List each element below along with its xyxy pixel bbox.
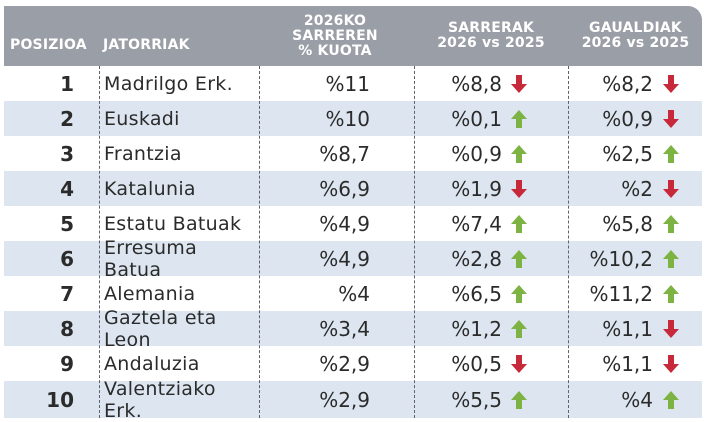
entries-change-cell: %2,8 — [451, 246, 502, 271]
arrow-down-icon — [507, 171, 531, 206]
arrow-down-icon — [659, 311, 683, 346]
quota-cell: %3,4 — [319, 316, 370, 341]
overnights-change-cell: %11,2 — [589, 281, 653, 306]
overnights-change-cell: %5,8 — [602, 211, 653, 236]
position-cell: 6 — [60, 246, 74, 271]
overnights-change-cell: %0,9 — [602, 106, 653, 131]
table-row: 2 Euskadi %10 %0,1 %0,9 — [4, 101, 702, 136]
overnights-change-cell: %2,5 — [602, 141, 653, 166]
overnights-change-cell: %1,1 — [602, 351, 653, 376]
origin-cell: Valentziako Erk. — [104, 377, 216, 422]
origin-cell: Madrilgo Erk. — [104, 72, 233, 95]
column-divider — [414, 66, 415, 418]
arrow-down-icon — [507, 66, 531, 101]
table-row: 1 Madrilgo Erk. %11 %8,8 %8,2 — [4, 66, 702, 101]
header-position: POSIZIOA — [10, 36, 87, 53]
table-row: 8 Gaztela eta Leon %3,4 %1,2 %1,1 — [4, 306, 702, 351]
position-cell: 7 — [60, 281, 74, 306]
overnights-change-cell: %8,2 — [602, 71, 653, 96]
entries-change-cell: %7,4 — [451, 211, 502, 236]
quota-cell: %4,9 — [319, 246, 370, 271]
position-cell: 9 — [60, 351, 74, 376]
table-row: 4 Katalunia %6,9 %1,9 %2 — [4, 171, 702, 206]
position-cell: 1 — [60, 71, 74, 96]
entries-change-cell: %0,5 — [451, 351, 502, 376]
quota-cell: %6,9 — [319, 176, 370, 201]
overnights-change-cell: %4 — [621, 387, 653, 412]
quota-cell: %11 — [325, 71, 370, 96]
entries-change-cell: %0,1 — [451, 106, 502, 131]
arrow-down-icon — [659, 346, 683, 381]
arrow-up-icon — [659, 276, 683, 311]
quota-cell: %2,9 — [319, 351, 370, 376]
arrow-up-icon — [507, 276, 531, 311]
header-quota: 2026KO SARREREN % KUOTA — [260, 6, 410, 66]
quota-cell: %8,7 — [319, 141, 370, 166]
position-cell: 3 — [60, 141, 74, 166]
origin-cell: Frantzia — [104, 142, 182, 165]
position-cell: 8 — [60, 316, 74, 341]
header-overnights-line2: 2026 vs 2025 — [581, 35, 690, 51]
quota-cell: %10 — [325, 106, 370, 131]
table-header: POSIZIOA JATORRIAK 2026KO SARREREN % KUO… — [4, 6, 702, 66]
arrow-up-icon — [507, 206, 531, 241]
overnights-change-cell: %2 — [621, 176, 653, 201]
arrow-down-icon — [507, 346, 531, 381]
column-divider — [99, 66, 100, 418]
arrow-up-icon — [659, 241, 683, 276]
entries-change-cell: %1,9 — [451, 176, 502, 201]
table-body: 1 Madrilgo Erk. %11 %8,8 %8,2 2 Euskadi %10 %0,1… — [4, 66, 702, 422]
arrow-up-icon — [659, 206, 683, 241]
origin-cell: Andaluzia — [104, 352, 200, 375]
overnights-change-cell: %1,1 — [602, 316, 653, 341]
position-cell: 2 — [60, 106, 74, 131]
position-cell: 5 — [60, 211, 74, 236]
quota-cell: %4,9 — [319, 211, 370, 236]
table-row: 3 Frantzia %8,7 %0,9 %2,5 — [4, 136, 702, 171]
origin-cell: Gaztela eta Leon — [104, 306, 217, 351]
table-row: 5 Estatu Batuak %4,9 %7,4 %5,8 — [4, 206, 702, 241]
header-overnights-line1: GAUALDIAK — [589, 20, 682, 36]
arrow-down-icon — [659, 66, 683, 101]
arrow-up-icon — [659, 381, 683, 418]
table-row: 10 Valentziako Erk. %2,9 %5,5 %4 — [4, 377, 702, 422]
overnights-change-cell: %10,2 — [589, 246, 653, 271]
ranking-table: POSIZIOA JATORRIAK 2026KO SARREREN % KUO… — [4, 6, 702, 422]
origin-cell: Estatu Batuak — [104, 212, 242, 235]
header-entries-line2: 2026 vs 2025 — [437, 35, 545, 51]
arrow-down-icon — [659, 101, 683, 136]
origin-cell: Alemania — [104, 282, 196, 305]
header-entries: SARRERAK 2026 vs 2025 — [415, 6, 567, 66]
arrow-up-icon — [507, 311, 531, 346]
entries-change-cell: %0,9 — [451, 141, 502, 166]
arrow-down-icon — [659, 171, 683, 206]
header-overnights: GAUALDIAK 2026 vs 2025 — [569, 6, 702, 66]
column-divider — [259, 66, 260, 418]
origin-cell: Erresuma Batua — [104, 236, 198, 281]
header-origin: JATORRIAK — [103, 36, 190, 53]
table-row: 9 Andaluzia %2,9 %0,5 %1,1 — [4, 346, 702, 381]
arrow-up-icon — [507, 101, 531, 136]
position-cell: 4 — [60, 176, 74, 201]
entries-change-cell: %1,2 — [451, 316, 502, 341]
table-row: 6 Erresuma Batua %4,9 %2,8 %10,2 — [4, 236, 702, 281]
entries-change-cell: %6,5 — [451, 281, 502, 306]
header-quota-line1: 2026KO SARREREN — [292, 12, 378, 44]
arrow-up-icon — [659, 136, 683, 171]
origin-cell: Katalunia — [104, 177, 196, 200]
position-cell: 10 — [46, 387, 74, 412]
arrow-up-icon — [507, 136, 531, 171]
origin-cell: Euskadi — [104, 107, 180, 130]
header-entries-line1: SARRERAK — [447, 20, 535, 36]
quota-cell: %4 — [338, 281, 370, 306]
header-quota-line2: % KUOTA — [298, 42, 372, 59]
entries-change-cell: %5,5 — [451, 387, 502, 412]
arrow-up-icon — [507, 381, 531, 418]
entries-change-cell: %8,8 — [451, 71, 502, 96]
column-divider — [568, 66, 569, 418]
arrow-up-icon — [507, 241, 531, 276]
quota-cell: %2,9 — [319, 387, 370, 412]
table-row: 7 Alemania %4 %6,5 %11,2 — [4, 276, 702, 311]
